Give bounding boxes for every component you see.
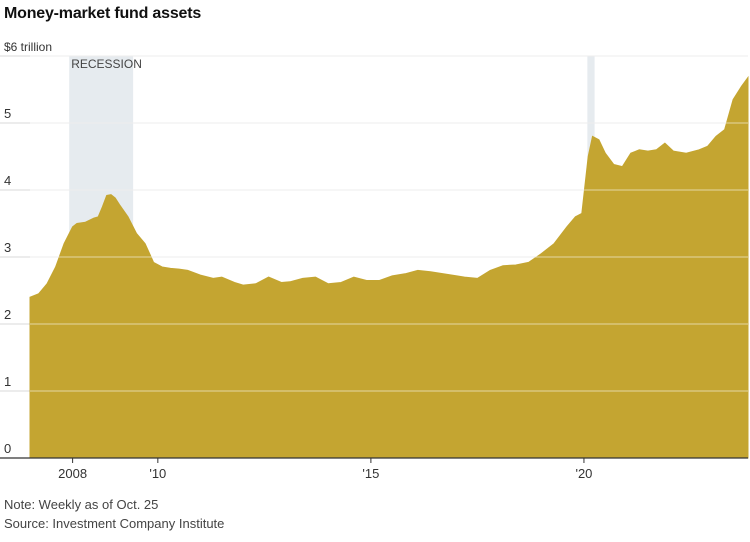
- y-tick-label-5: 5: [4, 106, 11, 121]
- chart-title: Money-market fund assets: [4, 5, 202, 22]
- recession-label: RECESSION: [71, 57, 142, 71]
- y-tick-label-2: 2: [4, 307, 11, 322]
- axis-labels: $6 trillion 5 4 3 2 1 0 2008 '10 '15 '20: [4, 40, 592, 481]
- chart-area: RECESSION $6 trillion 5 4 3 2 1 0 2008 '10 '15 '20: [0, 40, 749, 481]
- footnotes: Note: Weekly as of Oct. 25 Source: Inves…: [4, 495, 224, 533]
- axes: [0, 55, 748, 463]
- area-series: [29, 75, 749, 459]
- x-tick-label-2010: '10: [149, 466, 166, 481]
- x-tick-label-2015: '15: [362, 466, 379, 481]
- area-series-0: [29, 75, 749, 459]
- chart-note: Note: Weekly as of Oct. 25: [4, 497, 159, 512]
- y-tick-label-3: 3: [4, 240, 11, 255]
- chart-source: Source: Investment Company Institute: [4, 516, 225, 531]
- y-tick-label-1: 1: [4, 374, 11, 389]
- y-tick-label-0: 0: [4, 441, 11, 456]
- x-tick-label-2008: 2008: [58, 466, 87, 481]
- x-tick-label-2020: '20: [575, 466, 592, 481]
- y-tick-label-6: $6 trillion: [4, 40, 52, 54]
- y-tick-label-4: 4: [4, 173, 11, 188]
